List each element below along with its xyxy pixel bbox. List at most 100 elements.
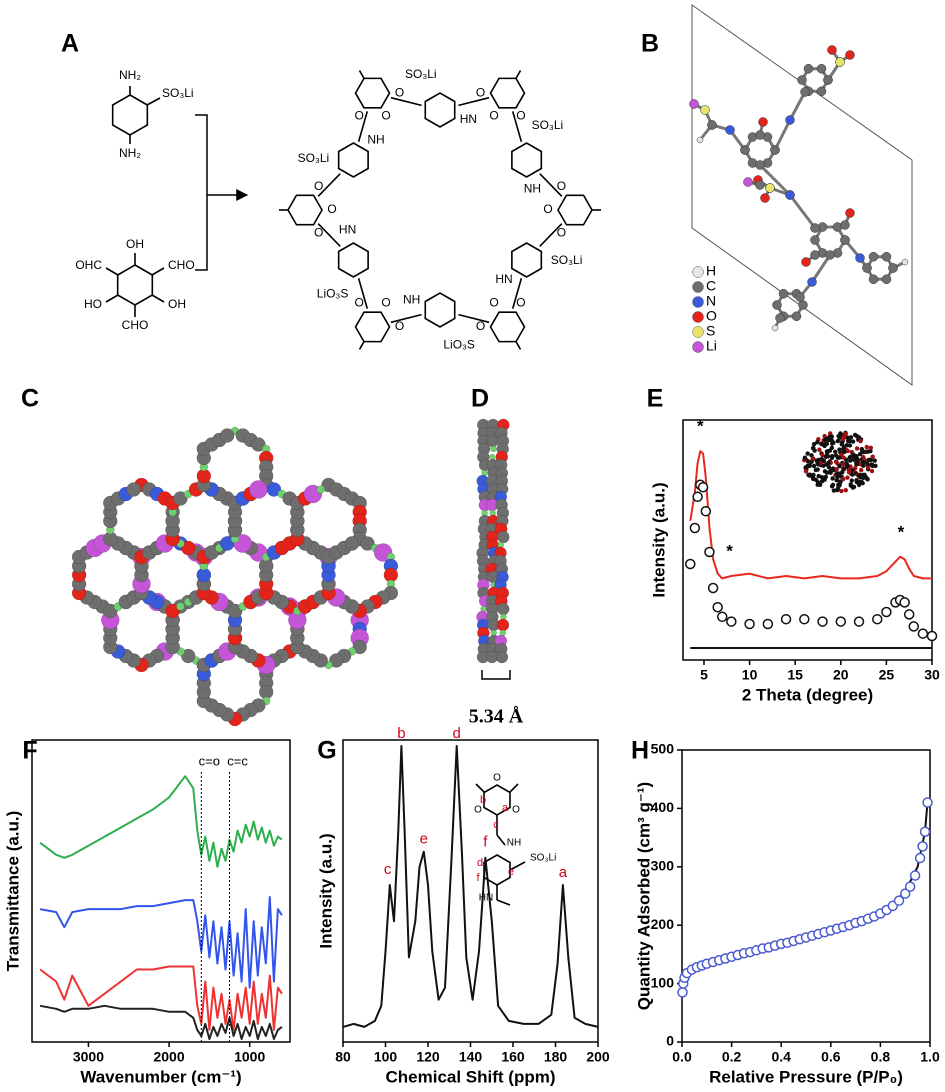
chem-label: NH [403, 292, 420, 306]
ring [557, 194, 593, 226]
atom [772, 300, 782, 310]
chem-label: OHC [75, 258, 102, 272]
bracket [195, 114, 208, 271]
chem-label: SO₃Li [162, 86, 194, 100]
panel-label: D [471, 385, 489, 413]
inset-particle [820, 452, 825, 458]
atom [862, 263, 872, 273]
x-tick-label: 30 [924, 667, 940, 683]
chem-label: SO₃Li [532, 118, 564, 132]
inset-particle [805, 451, 810, 456]
plot-frame [31, 739, 291, 1043]
inset-particle [870, 454, 875, 459]
bond [458, 313, 490, 324]
annotation: a [559, 864, 568, 881]
inset-particle [848, 435, 854, 440]
inset-particle [841, 466, 846, 471]
plot-frame [681, 749, 931, 1043]
atom [760, 193, 770, 203]
inset-particle [858, 439, 863, 444]
atom [765, 183, 775, 193]
bond [515, 70, 522, 79]
legend-swatch [692, 341, 704, 353]
atom-sphere [165, 603, 180, 619]
atom [807, 277, 817, 287]
x-tick-label: 180 [544, 1049, 568, 1065]
data-point [697, 481, 709, 493]
spacing-bracket [481, 670, 511, 680]
inset-particle [830, 476, 835, 481]
ring [287, 194, 323, 226]
atom [881, 274, 892, 285]
inset-particle [858, 467, 864, 473]
atom-sphere [497, 530, 510, 544]
inset-particle [829, 454, 835, 459]
inset-label: O [474, 805, 482, 816]
chem-label: O [476, 319, 485, 333]
atom [689, 99, 699, 109]
atom [778, 288, 789, 299]
atom [810, 223, 820, 233]
atom-sphere [497, 602, 510, 616]
inset-particle [841, 476, 846, 482]
bond [758, 163, 792, 197]
inset-particle [811, 441, 817, 447]
inset-particle [803, 465, 808, 470]
chem-label: O [395, 319, 404, 333]
inset-particle [851, 457, 857, 462]
inset-particle [848, 458, 853, 463]
inset-particle [807, 473, 813, 478]
chem-label: O [314, 225, 323, 239]
atom-sphere [204, 545, 219, 560]
data-point [726, 616, 737, 627]
chem-label: O [516, 109, 525, 123]
chem-label: OH [126, 237, 144, 251]
chem-label: O [395, 85, 404, 99]
y-tick-label: 200 [651, 916, 675, 932]
atom [743, 177, 753, 187]
inset-particle [862, 472, 867, 477]
ring [489, 77, 526, 109]
atom [755, 180, 765, 190]
atom [825, 250, 835, 260]
bond [511, 278, 523, 309]
panel-label: B [641, 30, 659, 58]
bond [496, 899, 511, 906]
inset-particle [835, 438, 841, 444]
atom-sphere [249, 480, 268, 499]
atom [827, 45, 837, 55]
data-point [692, 491, 703, 503]
x-axis-label: Wavenumber (cm⁻¹) [80, 1067, 241, 1086]
data-point [677, 987, 688, 998]
data-point [919, 826, 931, 838]
bond [151, 294, 165, 303]
x-tick-label: 0.6 [821, 1049, 841, 1065]
atom-sphere [219, 428, 235, 443]
data-point [835, 616, 847, 627]
atom [791, 311, 802, 322]
chem-label: O [476, 85, 485, 99]
data-line [342, 745, 599, 1028]
inset-particle [844, 442, 850, 448]
inset-label: SO₃Li [530, 853, 556, 864]
atom [868, 274, 879, 285]
x-tick-label: 200 [586, 1049, 610, 1065]
annotation: f [483, 834, 488, 851]
atom [785, 190, 795, 200]
inset-particle [824, 470, 830, 475]
data-point [700, 505, 712, 517]
spacing-label: 5.34 Å [469, 705, 524, 728]
chem-label: HN [495, 272, 512, 286]
atom [725, 125, 735, 135]
bond [509, 861, 526, 871]
atom [755, 130, 765, 140]
bond [788, 91, 807, 121]
atom [795, 292, 805, 302]
chem-label: O [354, 296, 363, 310]
inset-particle [815, 460, 820, 466]
inset-particle [843, 488, 848, 493]
bond [358, 70, 365, 79]
chem-label: SO₃Li [551, 253, 583, 267]
chem-label: NH₂ [119, 146, 141, 160]
x-tick-label: 10 [742, 667, 758, 683]
